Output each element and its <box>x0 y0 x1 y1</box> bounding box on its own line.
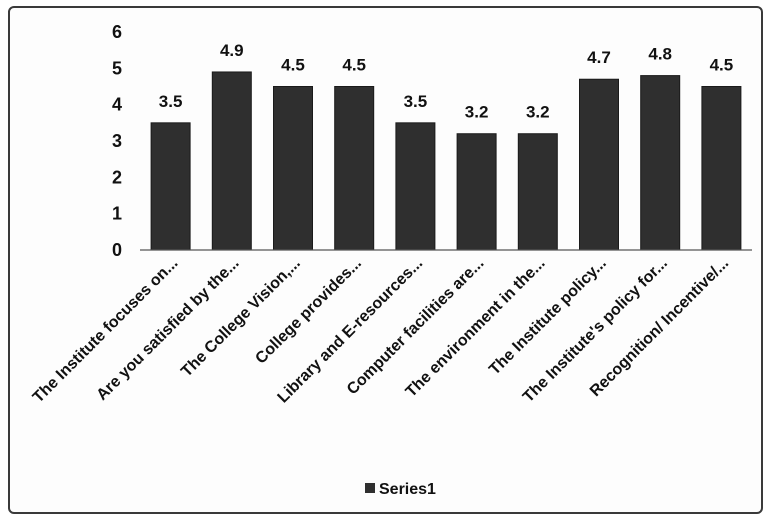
bar <box>517 133 558 251</box>
y-tick-label: 4 <box>112 95 122 115</box>
data-label: 4.5 <box>281 56 305 75</box>
y-tick-label: 2 <box>112 167 122 187</box>
data-label: 3.5 <box>159 92 183 111</box>
legend-label: Series1 <box>379 481 436 498</box>
category-label: The College Vision,... <box>178 255 304 381</box>
category-labels-group: The Institute focuses on...Are you satis… <box>30 255 732 407</box>
data-label: 4.5 <box>710 56 734 75</box>
y-tick-label: 1 <box>112 204 122 224</box>
bar <box>150 122 191 251</box>
bar <box>456 133 497 251</box>
legend-swatch <box>365 483 375 493</box>
category-label: The Institute policy... <box>486 255 610 379</box>
bars-group <box>150 71 742 251</box>
bar <box>334 86 375 251</box>
legend: Series1 <box>365 481 436 498</box>
y-tick-label: 3 <box>112 131 122 151</box>
data-label: 4.7 <box>587 48 611 67</box>
y-tick-label: 5 <box>112 58 122 78</box>
bar <box>579 78 619 251</box>
bar <box>395 122 436 251</box>
y-axis: 0 1 2 3 4 5 6 <box>112 22 122 260</box>
y-tick-label: 6 <box>112 22 122 42</box>
bar <box>211 71 252 251</box>
y-tick-label: 0 <box>112 240 122 260</box>
data-labels-group: 3.5 4.9 4.5 4.5 3.5 3.2 3.2 4.7 4.8 4.5 <box>159 41 733 122</box>
chart-frame <box>8 6 763 514</box>
data-label: 3.5 <box>404 92 428 111</box>
bar <box>701 86 742 251</box>
data-label: 4.9 <box>220 41 244 60</box>
bar <box>640 75 681 251</box>
data-label: 3.2 <box>465 103 489 122</box>
data-label: 3.2 <box>526 103 550 122</box>
category-label: College provides... <box>252 255 365 368</box>
bar <box>273 86 313 251</box>
data-label: 4.5 <box>342 56 366 75</box>
data-label: 4.8 <box>648 45 672 64</box>
